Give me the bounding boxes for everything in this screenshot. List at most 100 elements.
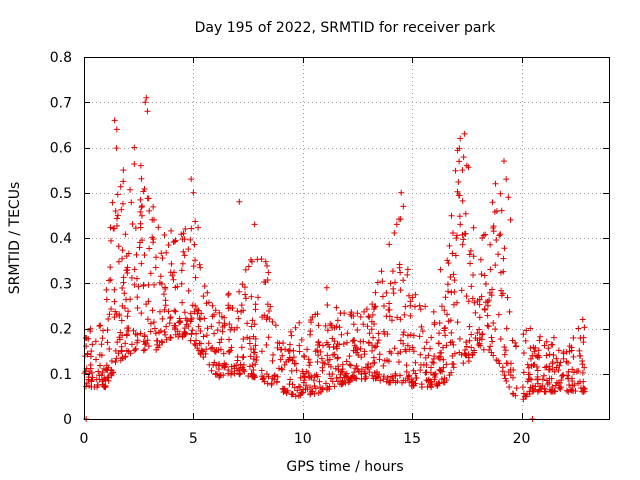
data-point bbox=[513, 385, 520, 392]
data-point bbox=[487, 266, 494, 273]
data-point bbox=[331, 338, 338, 345]
data-point bbox=[355, 352, 362, 359]
data-point bbox=[365, 361, 372, 368]
data-point bbox=[124, 313, 131, 320]
data-point bbox=[575, 325, 582, 332]
data-point bbox=[286, 341, 293, 348]
data-point bbox=[195, 224, 202, 231]
data-point bbox=[437, 349, 444, 356]
data-point bbox=[137, 196, 144, 203]
data-point bbox=[503, 176, 510, 183]
data-point bbox=[269, 318, 276, 325]
data-point bbox=[440, 356, 447, 363]
data-point bbox=[250, 333, 257, 340]
data-point bbox=[98, 352, 105, 359]
data-point bbox=[439, 368, 446, 375]
data-point bbox=[422, 303, 429, 310]
data-point bbox=[354, 326, 361, 333]
data-point bbox=[535, 352, 542, 359]
data-point bbox=[370, 360, 377, 367]
data-point bbox=[496, 360, 503, 367]
data-point bbox=[459, 241, 466, 248]
data-point bbox=[158, 250, 165, 257]
data-point bbox=[450, 361, 457, 368]
data-point bbox=[125, 250, 132, 257]
data-point bbox=[334, 345, 341, 352]
data-point bbox=[134, 305, 141, 312]
data-point bbox=[347, 362, 354, 369]
data-point bbox=[416, 333, 423, 340]
data-point bbox=[185, 287, 192, 294]
data-point bbox=[281, 361, 288, 368]
data-point bbox=[423, 339, 430, 346]
data-point bbox=[187, 337, 194, 344]
data-point bbox=[532, 344, 539, 351]
data-point bbox=[150, 319, 157, 326]
data-point bbox=[138, 310, 145, 317]
data-point bbox=[89, 374, 96, 381]
data-point bbox=[458, 287, 465, 294]
data-point bbox=[270, 351, 277, 358]
data-point bbox=[192, 257, 199, 264]
data-point bbox=[290, 347, 297, 354]
data-point bbox=[127, 296, 134, 303]
data-point bbox=[487, 343, 494, 350]
data-point bbox=[350, 321, 357, 328]
data-point bbox=[363, 306, 370, 313]
data-point bbox=[137, 330, 144, 337]
data-point bbox=[316, 378, 323, 385]
data-point bbox=[122, 231, 129, 238]
data-point bbox=[429, 359, 436, 366]
data-point bbox=[114, 222, 121, 229]
data-point bbox=[451, 350, 458, 357]
x-tick-label: 15 bbox=[403, 431, 421, 447]
data-point bbox=[216, 309, 223, 316]
data-point bbox=[132, 225, 139, 232]
data-point bbox=[397, 215, 404, 222]
data-point bbox=[329, 371, 336, 378]
data-point bbox=[570, 353, 577, 360]
data-point bbox=[325, 361, 332, 368]
data-point bbox=[390, 285, 397, 292]
data-point bbox=[497, 231, 504, 238]
data-point bbox=[361, 348, 368, 355]
data-point bbox=[368, 326, 375, 333]
data-point bbox=[454, 319, 461, 326]
x-axis-label: GPS time / hours bbox=[286, 459, 403, 475]
data-point bbox=[400, 203, 407, 210]
data-point bbox=[105, 377, 112, 384]
data-point bbox=[349, 338, 356, 345]
data-point bbox=[269, 357, 276, 364]
data-point bbox=[167, 335, 174, 342]
data-point bbox=[408, 383, 415, 390]
data-point bbox=[543, 363, 550, 370]
data-point bbox=[272, 322, 279, 329]
data-point bbox=[197, 327, 204, 334]
data-point bbox=[191, 241, 198, 248]
data-point bbox=[375, 337, 382, 344]
data-point bbox=[240, 307, 247, 314]
data-point bbox=[108, 372, 115, 379]
data-point bbox=[436, 319, 443, 326]
data-point bbox=[392, 372, 399, 379]
data-point bbox=[122, 354, 129, 361]
data-point bbox=[423, 377, 430, 384]
data-point bbox=[268, 380, 275, 387]
data-point bbox=[400, 331, 407, 338]
data-point bbox=[297, 374, 304, 381]
data-point bbox=[85, 335, 92, 342]
data-point bbox=[486, 346, 493, 353]
data-point bbox=[380, 328, 387, 335]
data-point bbox=[265, 308, 272, 315]
data-point bbox=[95, 368, 102, 375]
data-point bbox=[319, 385, 326, 392]
data-point bbox=[534, 353, 541, 360]
data-point bbox=[317, 348, 324, 355]
data-point bbox=[406, 372, 413, 379]
data-point bbox=[430, 308, 437, 315]
chart-title: Day 195 of 2022, SRMTID for receiver par… bbox=[195, 20, 497, 36]
data-point bbox=[181, 328, 188, 335]
data-point bbox=[459, 197, 466, 204]
data-point bbox=[301, 373, 308, 380]
data-point bbox=[179, 236, 186, 243]
